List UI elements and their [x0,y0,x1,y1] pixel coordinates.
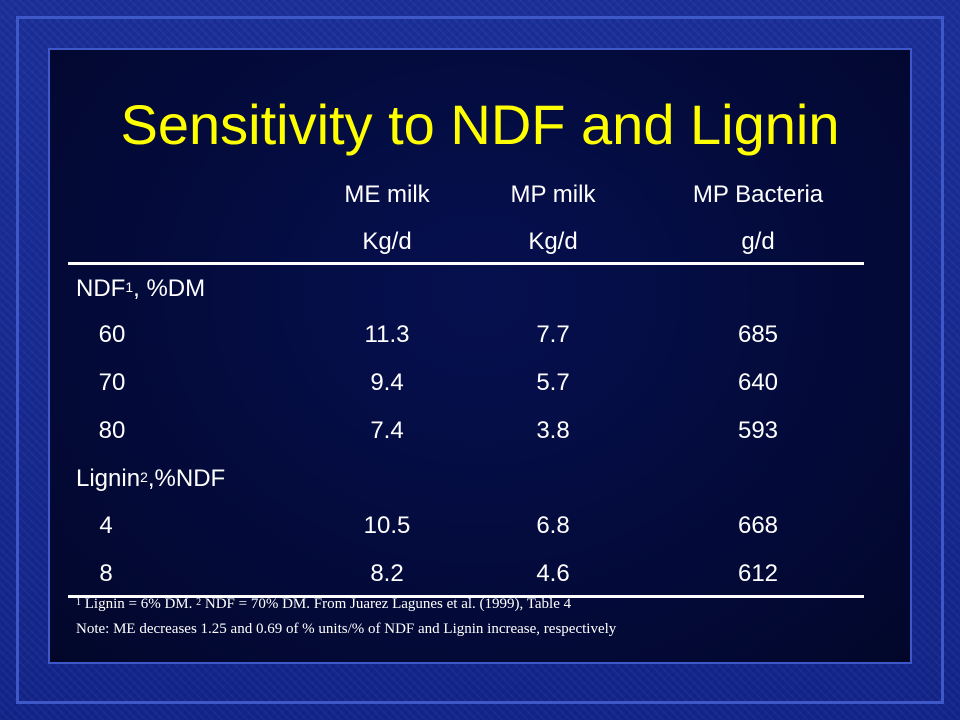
mp-milk-value: 3.8 [536,417,570,444]
me-milk-value: 10.5 [363,512,411,539]
outer-frame [16,16,944,704]
section-label-lignin: Lignin2,%NDF [76,465,226,492]
mp-bacteria-value: 612 [737,560,779,587]
mp-bacteria-value: 593 [737,417,779,444]
header-mp-milk-unit: Kg/d [528,228,578,255]
section-label-ndf: NDF1, %DM [76,275,206,302]
mp-milk-value: 7.7 [536,321,570,348]
header-me-milk: ME milk [344,181,430,208]
slide-title: Sensitivity to NDF and Lignin [120,93,840,156]
me-milk-value: 7.4 [370,417,404,444]
header-me-milk-unit: Kg/d [362,228,412,255]
row-level: 8 [99,560,113,587]
mp-bacteria-value: 640 [737,369,779,396]
mp-milk-value: 5.7 [536,369,570,396]
mp-milk-value: 4.6 [536,560,570,587]
footnote-sources: 1 Lignin = 6% DM. 2 NDF = 70% DM. From J… [76,596,572,612]
me-milk-value: 11.3 [364,321,410,348]
header-mp-milk: MP milk [510,181,596,208]
footnote-note: Note: ME decreases 1.25 and 0.69 of % un… [76,621,617,637]
mp-milk-value: 6.8 [536,512,570,539]
mp-bacteria-value: 685 [737,321,779,348]
inner-frame [48,48,912,664]
row-level: 70 [98,369,126,396]
mp-bacteria-value: 668 [737,512,779,539]
me-milk-value: 9.4 [370,369,404,396]
row-level: 60 [98,321,126,348]
footer-rule [68,595,864,598]
me-milk-value: 8.2 [370,560,404,587]
row-level: 80 [98,417,126,444]
header-mp-bacteria: MP Bacteria [692,181,824,208]
header-rule [68,262,864,265]
row-level: 4 [99,512,113,539]
header-mp-bacteria-unit: g/d [741,228,775,255]
